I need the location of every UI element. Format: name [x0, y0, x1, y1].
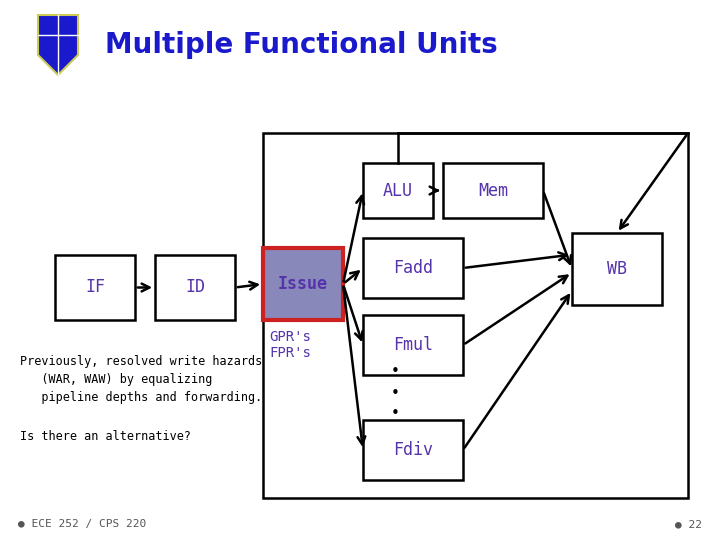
- FancyBboxPatch shape: [155, 255, 235, 320]
- FancyBboxPatch shape: [443, 163, 543, 218]
- Text: Issue: Issue: [278, 275, 328, 293]
- FancyBboxPatch shape: [363, 163, 433, 218]
- Text: IF: IF: [85, 279, 105, 296]
- Text: GPR's
FPR's: GPR's FPR's: [269, 330, 311, 360]
- FancyBboxPatch shape: [363, 238, 463, 298]
- Polygon shape: [38, 15, 78, 75]
- FancyBboxPatch shape: [263, 248, 343, 320]
- FancyBboxPatch shape: [363, 420, 463, 480]
- Text: WB: WB: [607, 260, 627, 278]
- Text: ALU: ALU: [383, 181, 413, 199]
- Text: Mem: Mem: [478, 181, 508, 199]
- Text: ● 22: ● 22: [675, 519, 702, 529]
- Text: Fdiv: Fdiv: [393, 441, 433, 459]
- FancyBboxPatch shape: [363, 315, 463, 375]
- FancyBboxPatch shape: [55, 255, 135, 320]
- Text: ● ECE 252 / CPS 220: ● ECE 252 / CPS 220: [18, 519, 146, 529]
- Text: Is there an alternative?: Is there an alternative?: [20, 430, 191, 443]
- FancyBboxPatch shape: [572, 233, 662, 305]
- Text: •
•
•: • • •: [390, 364, 400, 422]
- Text: Multiple Functional Units: Multiple Functional Units: [105, 31, 498, 59]
- Text: ID: ID: [185, 279, 205, 296]
- Text: Fadd: Fadd: [393, 259, 433, 277]
- Text: Fmul: Fmul: [393, 336, 433, 354]
- Text: Previously, resolved write hazards
   (WAR, WAW) by equalizing
   pipeline depth: Previously, resolved write hazards (WAR,…: [20, 355, 262, 404]
